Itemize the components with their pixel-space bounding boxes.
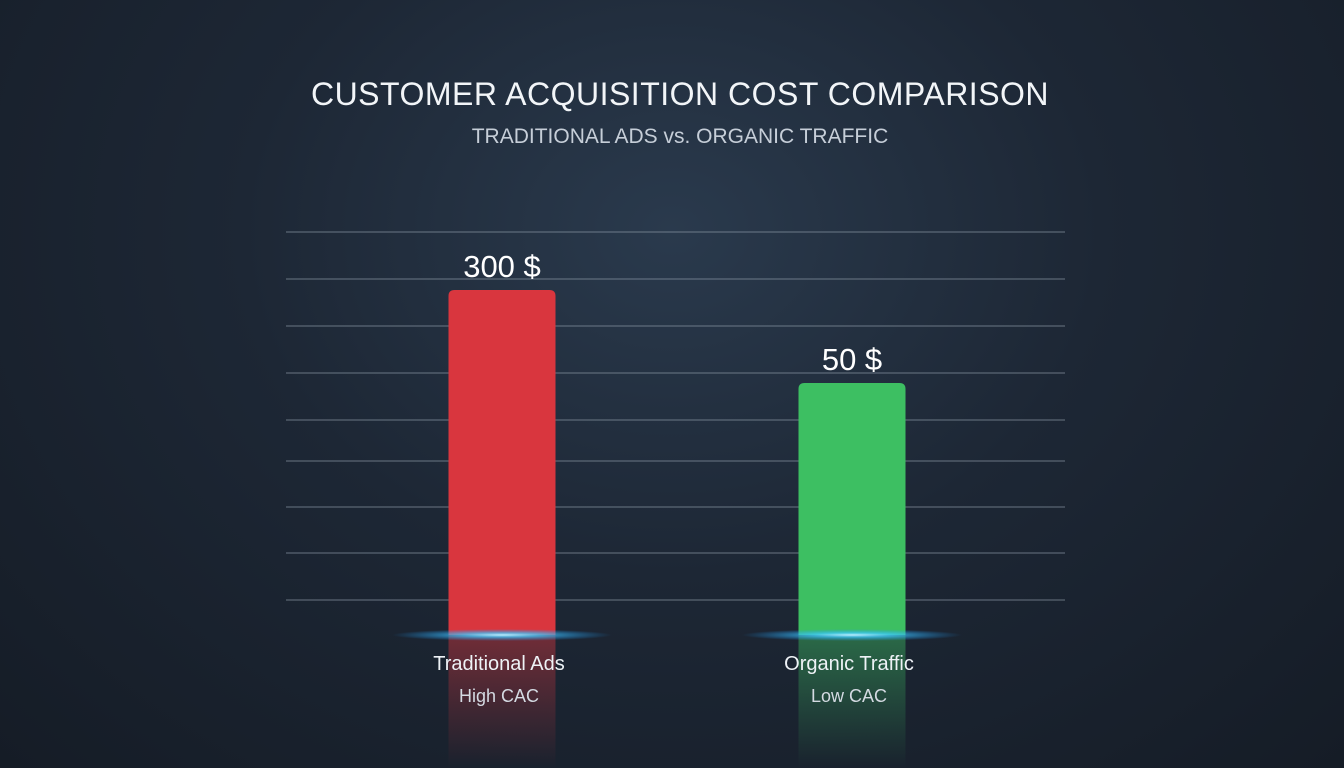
value-label: 50 $ [822, 342, 882, 377]
bars [448, 290, 906, 635]
x-axis-baseline [286, 629, 1065, 641]
bar-organic-traffic [798, 383, 906, 635]
bar-reflections [448, 635, 906, 768]
bar-reflection [448, 635, 556, 768]
value-labels: 300 $ 50 $ [463, 249, 882, 377]
category-label: Organic Traffic [784, 653, 914, 675]
value-label: 300 $ [463, 249, 541, 284]
category-sublabel: Low CAC [811, 686, 887, 706]
category-labels: Traditional Ads High CAC Organic Traffic Lo… [433, 653, 914, 706]
category-sublabel: High CAC [459, 686, 539, 706]
baseline-glow [742, 629, 962, 641]
category-label: Traditional Ads [433, 653, 565, 675]
chart-title: CUSTOMER ACQUISITION COST COMPARISON [310, 76, 1050, 112]
gridlines [286, 231, 1065, 601]
bar-traditional-ads [448, 290, 556, 635]
chart-subtitle: TRADITIONAL ADS vs. ORGANIC TRAFFIC [471, 125, 889, 148]
baseline-glow [392, 629, 612, 641]
bar-reflection [798, 635, 906, 768]
